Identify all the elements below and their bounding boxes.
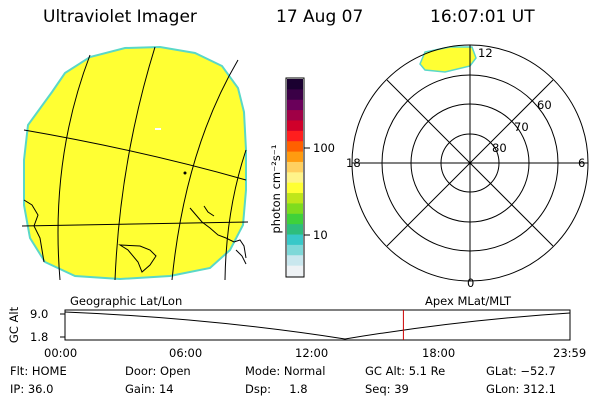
latitude-line [23,129,247,181]
info-seq: Seq: 39 [365,382,409,396]
color-bar-band [287,203,303,215]
color-bar-label-10: 10 [313,228,328,242]
info-glat: GLat: −52.7 [486,364,556,378]
color-bar-band [287,130,303,142]
timeline-x-tick-label: 06:00 [169,346,203,360]
info-gain: Gain: 14 [125,382,174,396]
polar-plot [351,44,589,282]
polar-lat-60: 60 [537,98,552,112]
color-bar-unit: photon cm⁻²s⁻¹ [269,144,283,234]
app-title: Ultraviolet Imager [43,7,197,27]
color-bar-band [287,120,303,132]
image-artifact [155,128,161,130]
geographic-image [21,45,249,281]
polar-mlt-6: 6 [578,156,586,170]
timeline-y-tick-label: 1.8 [30,330,49,344]
polar-lat-70: 70 [514,120,529,134]
apex-label: Apex MLat/MLT [425,294,512,308]
info-mode: Mode: Normal [245,364,326,378]
color-bar-frame [285,77,305,278]
info-dsp: Dsp: 1.8 [245,382,308,396]
color-bar-band [287,110,303,121]
info-flight: Flt: HOME [10,364,67,378]
coastline [23,199,45,263]
altitude-curve [64,311,571,340]
color-bar [285,77,310,278]
color-bar-label-100: 100 [313,141,335,155]
color-bar-band [287,182,303,194]
timeline-x-tick-label: 23:59 [553,346,587,360]
color-bar-band [287,234,303,246]
longitude-line [114,46,156,281]
info-ip: IP: 36.0 [10,382,54,396]
info-glon: GLon: 312.1 [486,382,556,396]
timeline-y-tick-label: 9.0 [30,307,49,321]
coastline [183,171,187,175]
polar-lat-80: 80 [492,141,507,155]
color-bar-band [287,89,303,101]
timeline-axis-label: GC Alt [7,306,21,344]
auroral-oval-fragment [419,46,477,73]
longitude-line [57,54,91,281]
coastline [118,244,157,273]
coastline [189,207,247,259]
color-bar-band [287,213,303,225]
color-bar-band [287,265,303,277]
coastline [203,205,215,217]
timeline-x-tick-label: 12:00 [295,346,329,360]
time-label: 16:07:01 UT [430,7,535,27]
info-door: Door: Open [125,364,191,378]
color-bar-band [287,193,303,204]
polar-mlt-18: 18 [346,156,361,170]
date-label: 17 Aug 07 [276,7,364,27]
uv-image-disk [23,45,247,281]
color-bar-band [287,79,303,90]
info-gc-alt: GC Alt: 5.1 Re [365,364,446,378]
color-bar-band [287,244,303,256]
color-bar-band [287,151,303,163]
latitude-line [21,221,249,227]
polar-diagonal [386,79,554,247]
polar-mlt-12: 12 [478,46,493,60]
color-bar-band [287,224,303,236]
longitude-line [224,149,247,281]
timeline-x-tick-label: 00:00 [44,346,78,360]
coastline [235,249,247,265]
polar-mlt-0: 0 [467,276,475,290]
color-bar-band [287,161,303,173]
altitude-timeline [60,309,571,341]
color-bar-band [287,141,303,153]
longitude-line [171,59,239,281]
color-bar-band [287,172,303,184]
color-bar-band [287,99,303,111]
geographic-label: Geographic Lat/Lon [70,294,183,308]
color-bar-band [287,255,303,267]
timeline-x-tick-label: 18:00 [422,346,456,360]
timeline-frame [64,309,571,341]
